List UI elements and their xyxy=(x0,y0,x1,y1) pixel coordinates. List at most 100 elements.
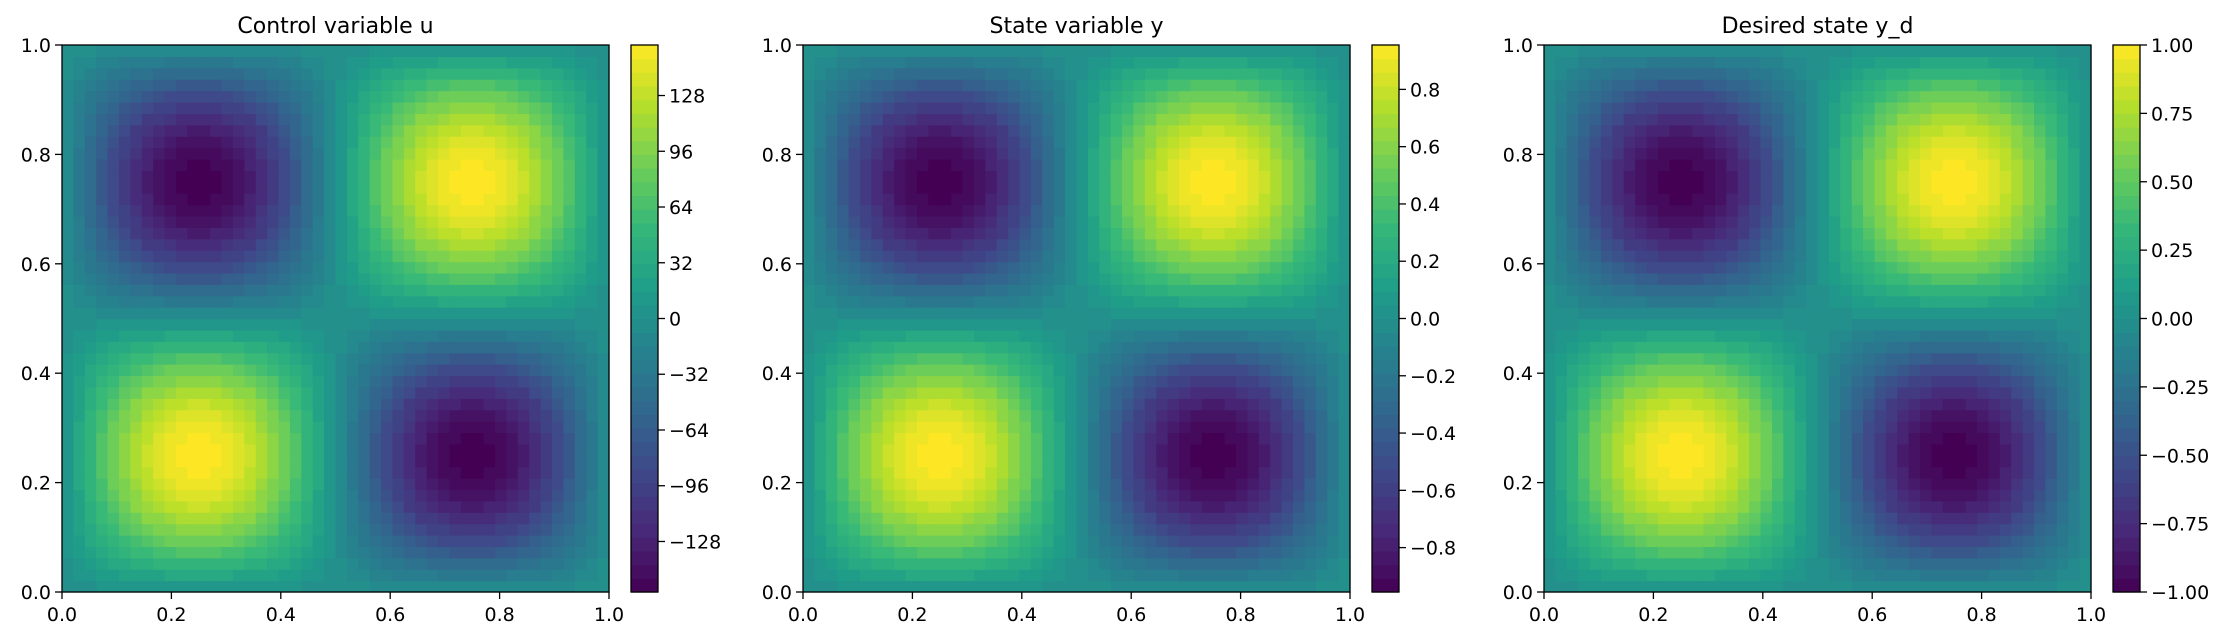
heatmap-cell xyxy=(1544,512,1556,525)
heatmap-cell xyxy=(210,375,223,388)
heatmap-cell xyxy=(1110,546,1123,559)
heatmap-cell xyxy=(187,272,200,285)
heatmap-cell xyxy=(460,193,473,206)
heatmap-cell xyxy=(814,318,827,331)
heatmap-cell xyxy=(255,136,268,149)
heatmap-cell xyxy=(1030,295,1043,308)
heatmap-cell xyxy=(301,523,314,536)
heatmap-cell xyxy=(1065,318,1078,331)
heatmap-cell xyxy=(267,341,280,354)
heatmap-cell xyxy=(1019,238,1032,251)
heatmap-cell xyxy=(232,170,245,183)
heatmap-cell xyxy=(574,215,587,228)
heatmap-cell xyxy=(84,580,97,593)
heatmap-cell xyxy=(1589,489,1602,502)
heatmap-cell xyxy=(369,56,382,69)
heatmap-cell xyxy=(1578,580,1591,593)
heatmap-cell xyxy=(1122,409,1135,422)
heatmap-cell xyxy=(1122,272,1135,285)
heatmap-cell xyxy=(894,523,907,536)
heatmap-cell xyxy=(381,136,394,149)
heatmap-cell xyxy=(1110,443,1123,456)
heatmap-cell xyxy=(962,318,975,331)
heatmap-cell xyxy=(1578,500,1591,513)
heatmap-cell xyxy=(1258,535,1271,548)
heatmap-cell xyxy=(438,181,451,194)
heatmap-cell xyxy=(1247,455,1260,468)
heatmap-cell xyxy=(506,455,519,468)
chart-title: Control variable u xyxy=(237,14,433,39)
heatmap-cell xyxy=(1304,523,1317,536)
heatmap-cell xyxy=(198,170,211,183)
heatmap-cell xyxy=(187,398,200,411)
heatmap-cell xyxy=(1110,512,1123,525)
heatmap-cell xyxy=(62,500,74,513)
heatmap-cell xyxy=(1008,329,1021,342)
heatmap-cell xyxy=(814,535,827,548)
heatmap-cell xyxy=(1087,215,1100,228)
heatmap-cell xyxy=(597,523,610,536)
heatmap-cell xyxy=(552,489,565,502)
heatmap-cell xyxy=(415,158,428,171)
heatmap-cell xyxy=(175,318,188,331)
heatmap-cell xyxy=(1338,466,1351,479)
heatmap-cell xyxy=(164,341,177,354)
heatmap-cell xyxy=(381,546,394,559)
heatmap-cell xyxy=(574,466,587,479)
colorbar-segment xyxy=(1372,277,1399,292)
heatmap-cell xyxy=(221,535,234,548)
heatmap-cell xyxy=(118,113,131,126)
heatmap-cell xyxy=(563,398,576,411)
heatmap-cell xyxy=(403,124,416,137)
heatmap-cell xyxy=(1327,523,1340,536)
heatmap-cell xyxy=(905,307,918,320)
heatmap-cell xyxy=(1270,546,1283,559)
heatmap-cell xyxy=(107,204,120,217)
heatmap-cell xyxy=(1327,398,1340,411)
heatmap-cell xyxy=(1578,398,1591,411)
heatmap-cell xyxy=(894,546,907,559)
colorbar-tick-label: 0.4 xyxy=(1410,194,1440,216)
heatmap-cell xyxy=(1019,147,1032,160)
heatmap-cell xyxy=(415,45,428,57)
heatmap-cell xyxy=(301,307,314,320)
heatmap-cell xyxy=(1258,204,1271,217)
heatmap-cell xyxy=(472,523,485,536)
heatmap-cell xyxy=(244,466,257,479)
heatmap-cell xyxy=(882,261,895,274)
heatmap-cell xyxy=(1236,250,1249,263)
heatmap-cell xyxy=(141,79,154,92)
heatmap-cell xyxy=(529,432,542,445)
heatmap-cell xyxy=(369,181,382,194)
heatmap-cell xyxy=(335,409,348,422)
heatmap-cell xyxy=(1213,478,1226,491)
heatmap-cell xyxy=(1179,466,1192,479)
heatmap-cell xyxy=(996,170,1009,183)
heatmap-cell xyxy=(529,90,542,103)
heatmap-cell xyxy=(255,432,268,445)
heatmap-cell xyxy=(1053,295,1066,308)
heatmap-cell xyxy=(187,523,200,536)
heatmap-cell xyxy=(1224,124,1237,137)
heatmap-cell xyxy=(369,284,382,297)
heatmap-cell xyxy=(483,523,496,536)
heatmap-cell xyxy=(232,272,245,285)
heatmap-cell xyxy=(255,409,268,422)
heatmap-cell xyxy=(312,295,325,308)
heatmap-cell xyxy=(210,443,223,456)
heatmap-cell xyxy=(1076,398,1089,411)
heatmap-cell xyxy=(1247,500,1260,513)
heatmap-cell xyxy=(335,272,348,285)
heatmap-cell xyxy=(882,386,895,399)
heatmap-cell xyxy=(369,101,382,114)
heatmap-cell xyxy=(1167,204,1180,217)
x-tick-label: 0.6 xyxy=(375,604,405,626)
heatmap-cell xyxy=(1247,523,1260,536)
heatmap-cell xyxy=(232,421,245,434)
heatmap-cell xyxy=(1247,386,1260,399)
heatmap-cell xyxy=(1019,557,1032,570)
heatmap-cell xyxy=(1201,512,1214,525)
heatmap-cell xyxy=(1179,489,1192,502)
heatmap-cell xyxy=(495,215,508,228)
heatmap-cell xyxy=(84,409,97,422)
